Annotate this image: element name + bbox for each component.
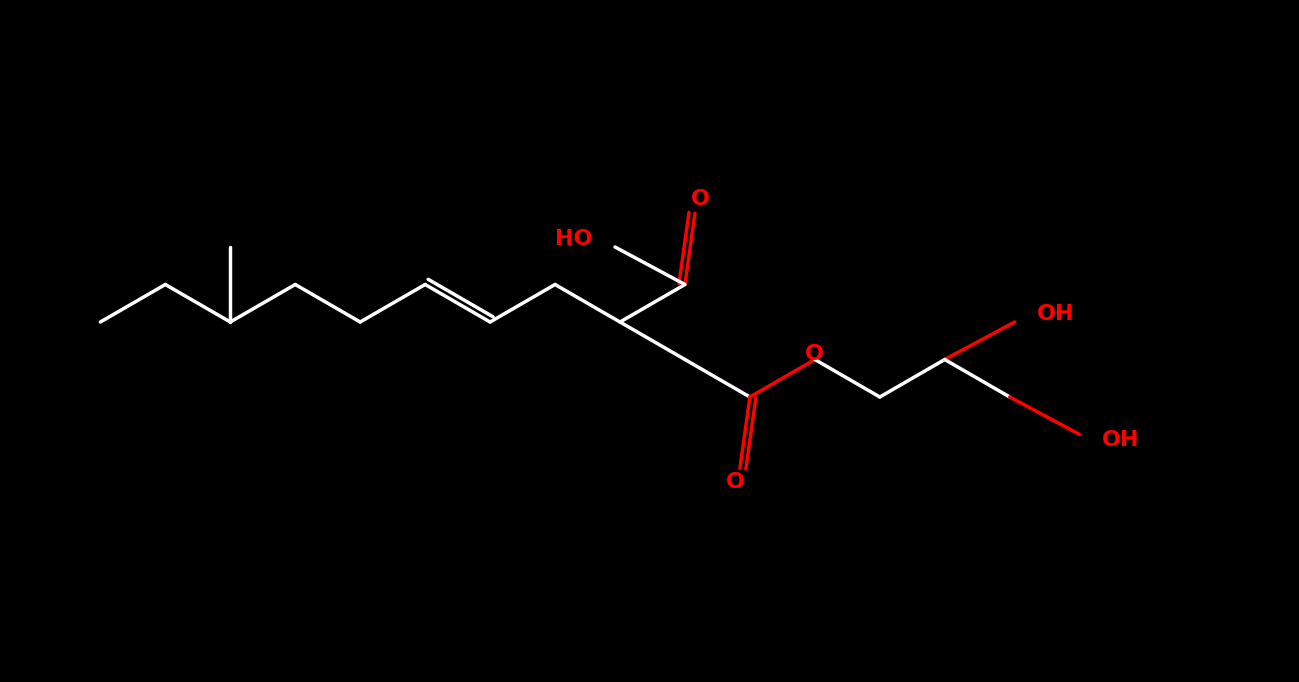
Text: OH: OH — [1037, 304, 1074, 324]
Text: O: O — [805, 344, 825, 364]
Text: HO: HO — [556, 229, 594, 249]
Text: O: O — [725, 472, 744, 492]
Text: O: O — [691, 189, 709, 209]
Text: OH: OH — [1102, 430, 1139, 449]
